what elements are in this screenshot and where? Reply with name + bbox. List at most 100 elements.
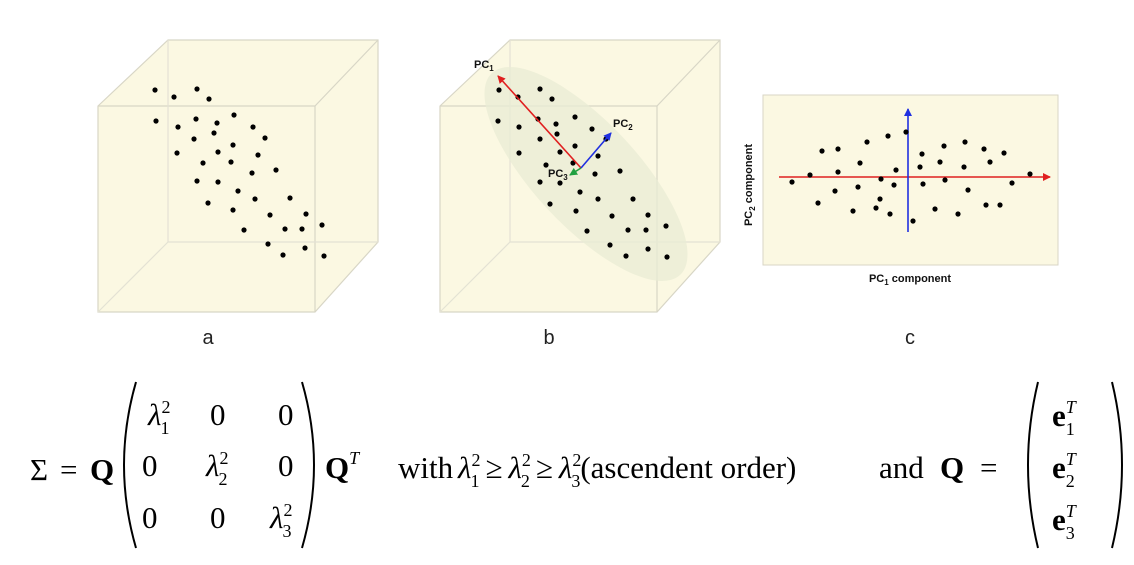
panel-b-label: b <box>543 327 554 349</box>
data-point <box>987 159 993 165</box>
data-point <box>516 150 522 156</box>
data-point <box>961 164 967 170</box>
data-point <box>287 195 293 201</box>
panel-a: a <box>97 39 379 349</box>
plot-area-c <box>762 94 1059 266</box>
data-point <box>537 86 543 92</box>
data-point <box>302 245 308 251</box>
data-point <box>194 86 200 92</box>
q-definition: Q <box>940 450 964 485</box>
e1-transpose: eT 1 <box>1052 397 1078 439</box>
data-point <box>303 211 309 217</box>
data-point <box>194 178 200 184</box>
matrix-entry: 0 <box>142 500 158 535</box>
data-point <box>997 202 1003 208</box>
data-point <box>153 118 159 124</box>
with-text: with <box>398 450 454 485</box>
data-point <box>214 120 220 126</box>
data-point <box>625 227 631 233</box>
pc3-label: PC3 <box>548 168 568 182</box>
data-point <box>1001 150 1007 156</box>
data-point <box>962 139 968 145</box>
matrix-entry: 0 <box>278 397 294 432</box>
equals-sign-2: = <box>980 450 997 485</box>
data-point <box>547 201 553 207</box>
vector-right-paren <box>1111 381 1123 549</box>
data-point <box>941 143 947 149</box>
data-point <box>645 246 651 252</box>
and-text: and <box>879 450 924 485</box>
data-point <box>543 162 549 168</box>
data-point <box>230 142 236 148</box>
data-point <box>255 152 261 158</box>
matrix-row-3: 0 0 λ2 3 <box>142 500 292 541</box>
data-point <box>152 87 158 93</box>
lambda3-squared: λ2 3 <box>269 500 292 541</box>
data-point <box>235 188 241 194</box>
data-point <box>262 135 268 141</box>
data-point <box>280 252 286 258</box>
panel-c-label: c <box>905 327 915 349</box>
data-point <box>663 223 669 229</box>
data-point <box>200 160 206 166</box>
data-point <box>584 228 590 234</box>
data-point <box>553 121 559 127</box>
pc2-arrow <box>580 132 612 169</box>
data-point <box>554 131 560 137</box>
data-point <box>175 124 181 130</box>
data-point <box>1009 180 1015 186</box>
q-matrix: Q <box>90 452 114 487</box>
matrix-entry: 0 <box>210 500 226 535</box>
data-point <box>241 227 247 233</box>
data-point <box>557 149 563 155</box>
data-point <box>205 200 211 206</box>
data-point <box>919 151 925 157</box>
data-ellipse <box>484 67 688 281</box>
pc1-label: PC1 <box>474 59 494 73</box>
data-point <box>873 205 879 211</box>
data-point <box>981 146 987 152</box>
matrix-entry: 0 <box>278 448 294 483</box>
data-point <box>252 196 258 202</box>
data-point <box>193 116 199 122</box>
data-point <box>282 226 288 232</box>
data-point <box>609 213 615 219</box>
data-point <box>630 196 636 202</box>
data-point <box>789 179 795 185</box>
data-point <box>191 136 197 142</box>
pc1-arrow <box>497 75 582 169</box>
data-point <box>228 159 234 165</box>
data-point <box>215 149 221 155</box>
data-point <box>495 118 501 124</box>
data-point <box>171 94 177 100</box>
data-point <box>893 167 899 173</box>
pc3-arrow <box>569 167 582 176</box>
y-axis-label: PC2 component <box>743 144 757 226</box>
data-point <box>932 206 938 212</box>
data-point <box>589 126 595 132</box>
data-point <box>572 114 578 120</box>
data-point <box>577 189 583 195</box>
data-point <box>857 160 863 166</box>
equals-sign-1: = <box>60 452 77 487</box>
x-axis-label: PC1 component <box>869 273 951 287</box>
panel-c: PC1 component PC2 component c <box>743 94 1059 349</box>
panel-a-label: a <box>202 327 214 349</box>
data-point <box>250 124 256 130</box>
data-point <box>819 148 825 154</box>
matrix-right-paren <box>301 381 315 549</box>
data-point <box>832 188 838 194</box>
data-point <box>878 176 884 182</box>
data-point <box>855 184 861 190</box>
data-point <box>595 196 601 202</box>
vector-left-paren <box>1027 381 1039 549</box>
data-point <box>572 143 578 149</box>
data-point <box>877 196 883 202</box>
data-point <box>850 208 856 214</box>
matrix-entry: 0 <box>142 448 158 483</box>
data-point <box>917 164 923 170</box>
matrix-entry: 0 <box>210 397 226 432</box>
matrix-row-2: 0 λ2 2 0 <box>142 448 294 489</box>
